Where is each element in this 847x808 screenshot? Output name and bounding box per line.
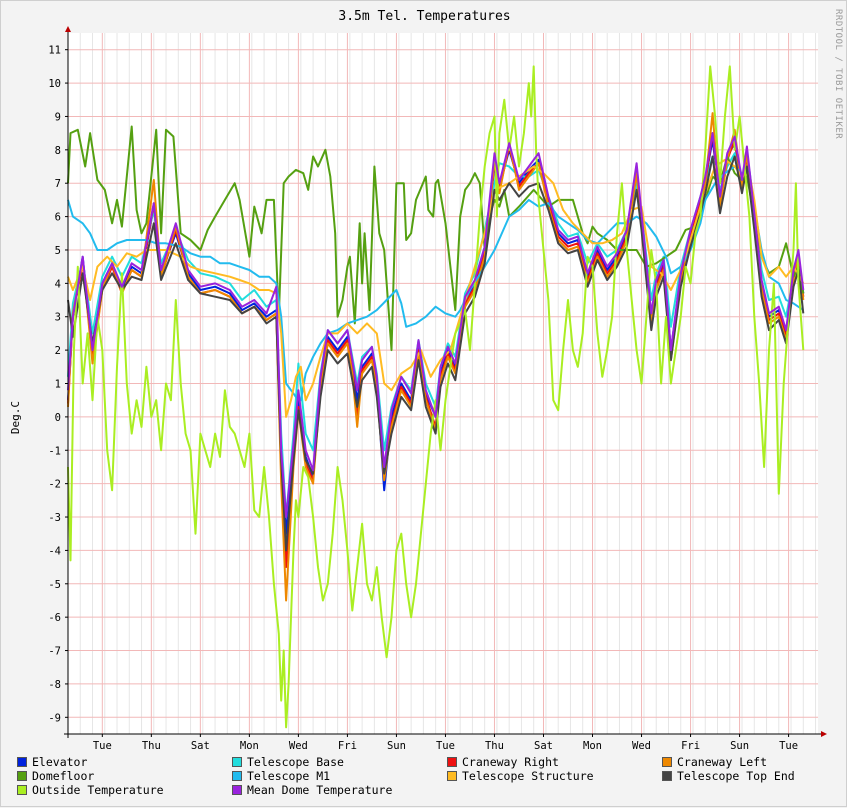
y-tick-label: -1	[48, 445, 61, 457]
legend-label: Telescope Top End	[677, 769, 795, 783]
y-tick-label: 5	[55, 245, 61, 257]
x-axis-arrow	[821, 731, 827, 737]
x-tick-label: Sat	[191, 740, 210, 752]
y-tick-label: 9	[55, 111, 61, 123]
series-line-outside-temperature	[67, 65, 805, 729]
legend-item: Craneway Right	[447, 755, 559, 769]
legend-swatch	[232, 771, 242, 781]
series-line-mean-dome-temperature	[67, 132, 805, 518]
x-tick-label: Mon	[583, 740, 602, 752]
legend-item: Elevator	[17, 755, 87, 769]
series-line-domefloor	[67, 125, 805, 352]
legend-swatch	[17, 771, 27, 781]
y-tick-label: 2	[55, 345, 61, 357]
legend-label: Craneway Right	[462, 755, 559, 769]
y-tick-label: -6	[48, 612, 61, 624]
legend-label: Telescope Base	[247, 755, 344, 769]
y-tick-label: 11	[48, 45, 61, 57]
legend-item: Craneway Left	[662, 755, 767, 769]
x-tick-label: Thu	[485, 740, 504, 752]
y-tick-label: -3	[48, 512, 61, 524]
legend-item: Telescope Top End	[662, 769, 795, 783]
legend-swatch	[232, 757, 242, 767]
legend-swatch	[662, 757, 672, 767]
y-axis-arrow	[65, 26, 71, 32]
y-tick-label: 8	[55, 145, 61, 157]
legend-item: Telescope M1	[232, 769, 330, 783]
legend-item: Telescope Base	[232, 755, 344, 769]
legend-label: Outside Temperature	[32, 783, 164, 797]
legend-label: Elevator	[32, 755, 88, 769]
x-tick-label: Fri	[681, 740, 700, 752]
series-line-telescope-top-end	[67, 155, 805, 552]
x-tick-label: Thu	[142, 740, 161, 752]
y-tick-label: 4	[55, 278, 61, 290]
y-tick-label: -2	[48, 479, 61, 491]
y-tick-label: 0	[55, 412, 61, 424]
rrdtool-watermark: RRDTOOL / TOBI OETIKER	[833, 9, 843, 140]
x-tick-label: Tue	[436, 740, 455, 752]
y-tick-label: 7	[55, 178, 61, 190]
legend-swatch	[17, 785, 27, 795]
y-tick-label: 10	[48, 78, 61, 90]
legend-swatch	[447, 757, 457, 767]
x-tick-label: Wed	[632, 740, 651, 752]
y-tick-label: -9	[48, 712, 61, 724]
y-tick-label: -7	[48, 646, 61, 658]
y-tick-label: 3	[55, 312, 61, 324]
x-tick-label: Wed	[289, 740, 308, 752]
series-line-telescope-m1	[67, 165, 804, 402]
x-tick-label: Sat	[534, 740, 553, 752]
x-tick-label: Fri	[338, 740, 357, 752]
legend-label: Mean Dome Temperature	[247, 783, 393, 797]
x-tick-label: Tue	[779, 740, 798, 752]
y-tick-label: 6	[55, 212, 61, 224]
y-tick-label: -8	[48, 679, 61, 691]
x-tick-label: Sun	[387, 740, 406, 752]
x-tick-label: Mon	[240, 740, 259, 752]
x-tick-label: Tue	[93, 740, 112, 752]
legend-swatch	[662, 771, 672, 781]
chart-title: 3.5m Tel. Temperatures	[338, 9, 511, 24]
legend-swatch	[447, 771, 457, 781]
legend-swatch	[17, 757, 27, 767]
legend-label: Craneway Left	[677, 755, 768, 769]
y-tick-label: -4	[48, 545, 61, 557]
legend-label: Telescope M1	[247, 769, 331, 783]
legend-item: Outside Temperature	[17, 783, 164, 797]
legend-item: Mean Dome Temperature	[232, 783, 392, 797]
legend-item: Telescope Structure	[447, 769, 594, 783]
legend-label: Telescope Structure	[462, 769, 594, 783]
legend-label: Domefloor	[32, 769, 95, 783]
x-tick-label: Sun	[730, 740, 749, 752]
legend-swatch	[232, 785, 242, 795]
y-tick-label: -5	[48, 579, 61, 591]
y-tick-label: 1	[55, 379, 61, 391]
legend-item: Domefloor	[17, 769, 94, 783]
